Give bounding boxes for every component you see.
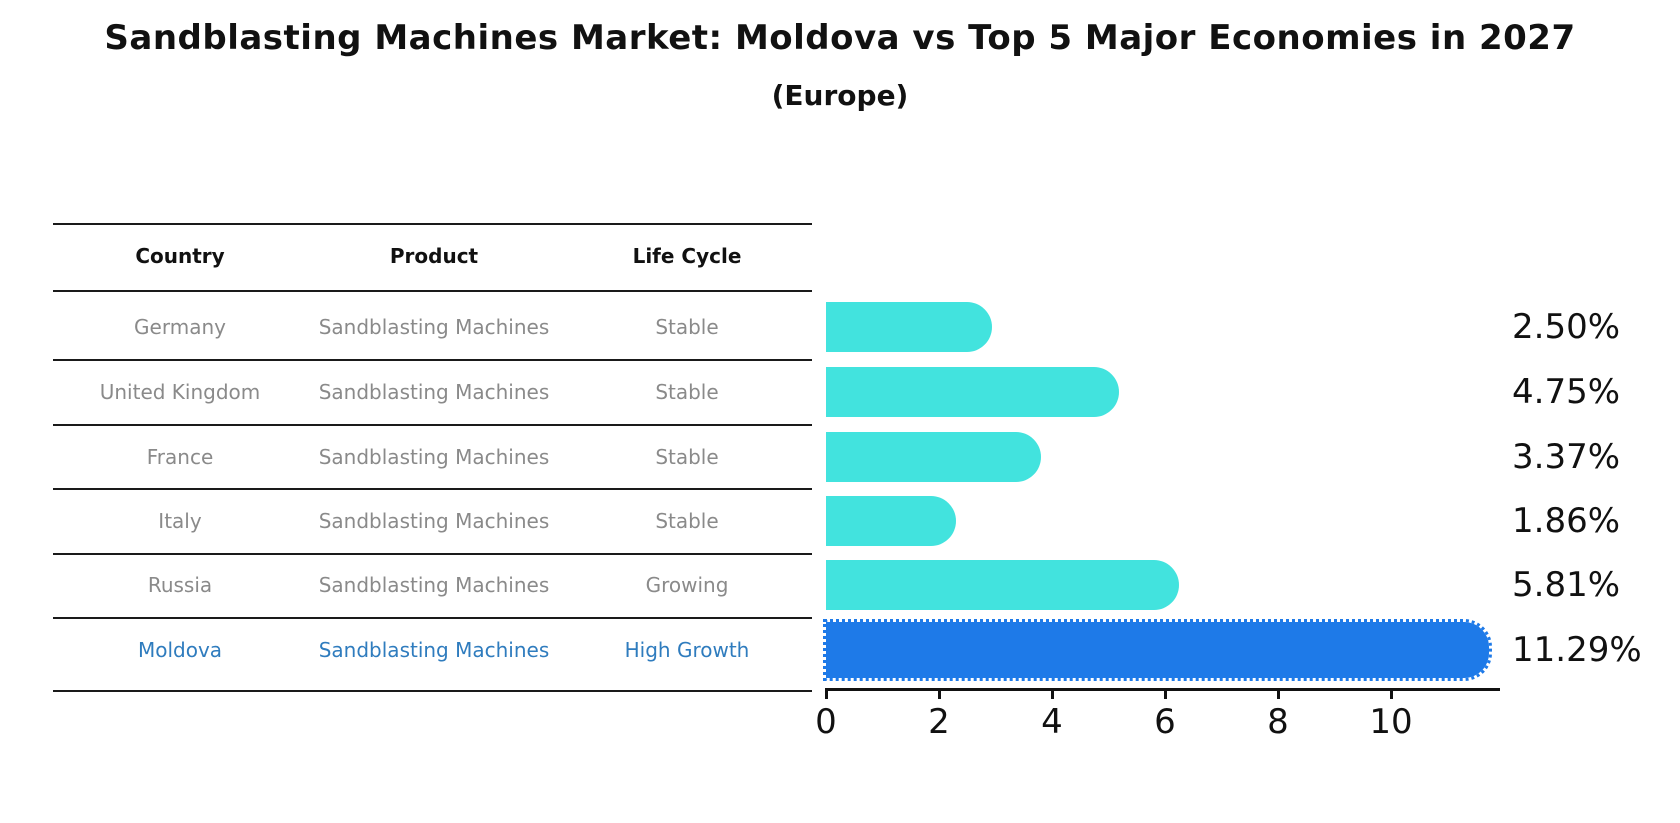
x-axis-tick-label: 8 [1267, 702, 1289, 742]
lifecycle-cell: Stable [655, 509, 719, 533]
table-top-rule [53, 223, 812, 225]
lifecycle-cell: Stable [655, 380, 719, 404]
bar-united-kingdom [826, 367, 1120, 417]
lifecycle-cell: Stable [655, 445, 719, 469]
x-axis-tick-label: 4 [1041, 702, 1063, 742]
bar-russia [826, 560, 1180, 610]
x-axis-tick-label: 6 [1154, 702, 1176, 742]
product-cell: Sandblasting Machines [318, 509, 550, 533]
country-cell: Moldova [137, 638, 223, 662]
bar-value-label: 11.29% [1512, 630, 1642, 670]
table-row-rule [53, 359, 812, 361]
bar-france [826, 432, 1042, 482]
chart-subtitle: (Europe) [771, 79, 909, 112]
table-row-rule [53, 617, 812, 619]
x-axis-tick [1389, 688, 1393, 699]
x-axis-line [825, 688, 1500, 691]
table-header-rule [53, 290, 812, 292]
table-bottom-rule [53, 690, 812, 692]
table-row-rule [53, 424, 812, 426]
x-axis-tick [1276, 688, 1280, 699]
country-cell: United Kingdom [99, 380, 261, 404]
bar-value-label: 5.81% [1512, 565, 1621, 605]
bar-value-label: 4.75% [1512, 372, 1621, 412]
x-axis-tick [1163, 688, 1167, 699]
bar-value-label: 2.50% [1512, 307, 1621, 347]
lifecycle-cell: Stable [655, 315, 719, 339]
country-cell: Italy [158, 509, 202, 533]
x-axis-tick-label: 10 [1369, 702, 1413, 742]
x-axis-tick [937, 688, 941, 699]
product-cell: Sandblasting Machines [318, 445, 550, 469]
country-cell: Germany [134, 315, 226, 339]
x-axis-tick-label: 2 [928, 702, 950, 742]
country-cell: France [146, 445, 214, 469]
bar-value-label: 1.86% [1512, 501, 1621, 541]
product-cell: Sandblasting Machines [318, 315, 550, 339]
bar-italy [826, 496, 957, 546]
table-row-rule [53, 553, 812, 555]
x-axis-tick-label: 0 [815, 702, 837, 742]
country-cell: Russia [147, 573, 213, 597]
chart-title: Sandblasting Machines Market: Moldova vs… [104, 18, 1576, 58]
x-axis-tick [1050, 688, 1054, 699]
column-header: Product [389, 244, 479, 268]
lifecycle-cell: High Growth [624, 638, 750, 662]
bar-moldova-highlight [823, 619, 1492, 681]
lifecycle-cell: Growing [645, 573, 729, 597]
product-cell: Sandblasting Machines [318, 573, 550, 597]
table-row-rule [53, 488, 812, 490]
column-header: Country [135, 244, 225, 268]
column-header: Life Cycle [632, 244, 742, 268]
product-cell: Sandblasting Machines [318, 638, 550, 662]
bar-value-label: 3.37% [1512, 437, 1621, 477]
product-cell: Sandblasting Machines [318, 380, 550, 404]
x-axis-tick [824, 688, 828, 699]
bar-germany [826, 302, 993, 352]
